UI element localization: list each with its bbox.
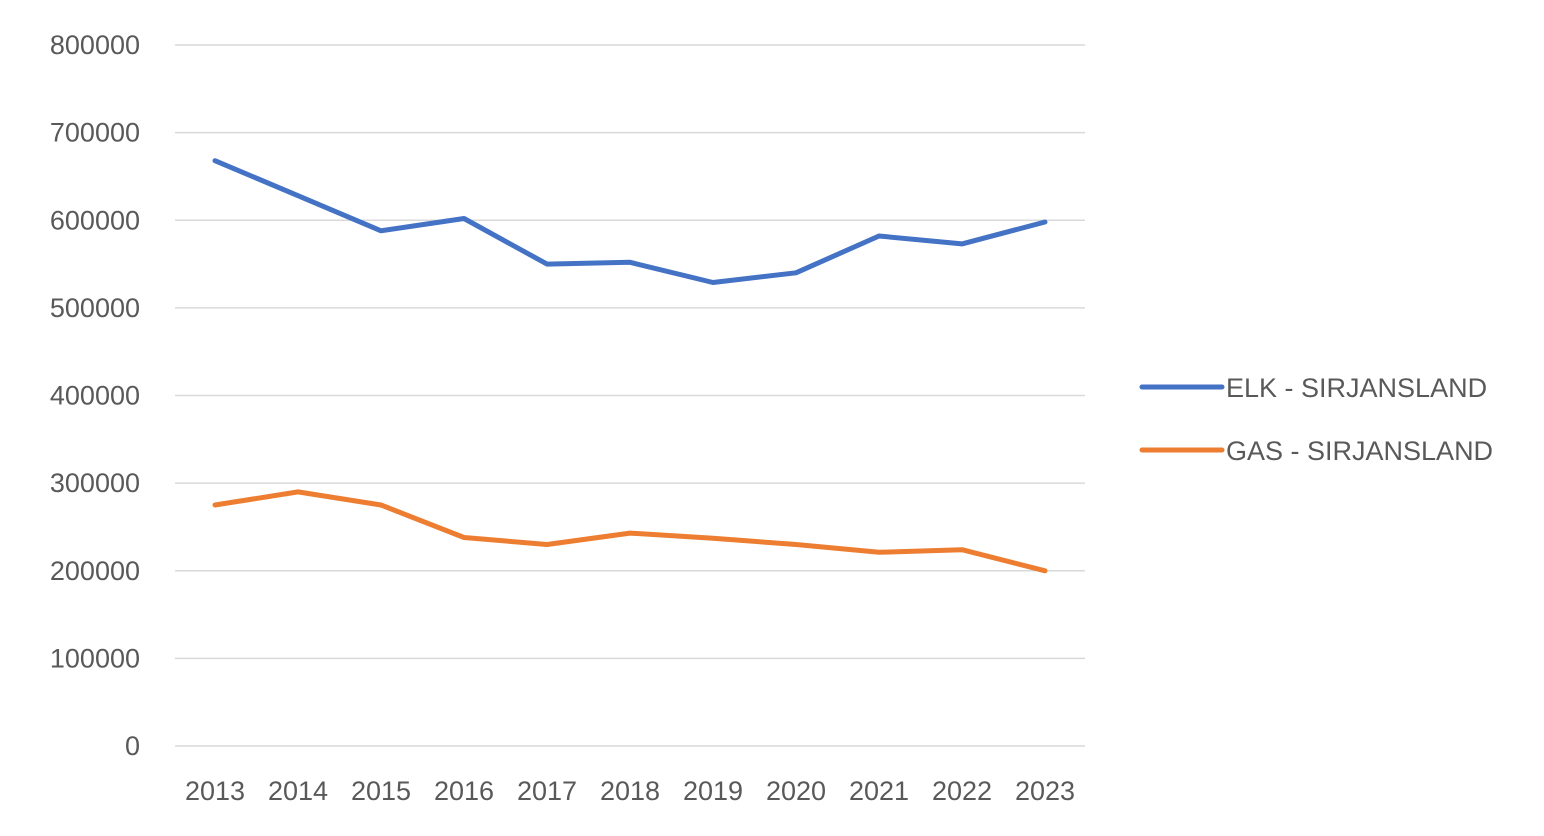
x-tick-label: 2021 (849, 776, 909, 806)
legend-label: ELK - SIRJANSLAND (1226, 373, 1487, 403)
y-tick-label: 300000 (50, 468, 140, 498)
x-tick-label: 2014 (268, 776, 328, 806)
y-axis-tick-labels: 0 100000 200000 300000 400000 500000 600000 700… (50, 30, 140, 761)
y-tick-label: 200000 (50, 556, 140, 586)
x-tick-label: 2023 (1015, 776, 1075, 806)
x-tick-label: 2016 (434, 776, 494, 806)
x-tick-label: 2017 (517, 776, 577, 806)
y-tick-label: 500000 (50, 293, 140, 323)
series-lines (212, 158, 1048, 574)
x-tick-label: 2022 (932, 776, 992, 806)
y-tick-label: 400000 (50, 381, 140, 411)
y-tick-label: 600000 (50, 205, 140, 235)
legend-label: GAS - SIRJANSLAND (1226, 436, 1493, 466)
x-tick-label: 2018 (600, 776, 660, 806)
y-tick-label: 700000 (50, 118, 140, 148)
y-tick-label: 800000 (50, 30, 140, 60)
series-line-elk (212, 158, 1048, 285)
x-tick-label: 2013 (185, 776, 245, 806)
y-tick-label: 100000 (50, 643, 140, 673)
x-tick-label: 2015 (351, 776, 411, 806)
series-line-gas (212, 489, 1048, 574)
x-tick-label: 2019 (683, 776, 743, 806)
y-tick-label: 0 (125, 731, 140, 761)
gridlines (175, 44, 1085, 747)
x-tick-label: 2020 (766, 776, 826, 806)
legend: ELK - SIRJANSLAND GAS - SIRJANSLAND (1139, 373, 1493, 466)
x-axis-tick-labels: 2013 2014 2015 2016 2017 2018 2019 2020 2021 2022… (185, 776, 1075, 806)
